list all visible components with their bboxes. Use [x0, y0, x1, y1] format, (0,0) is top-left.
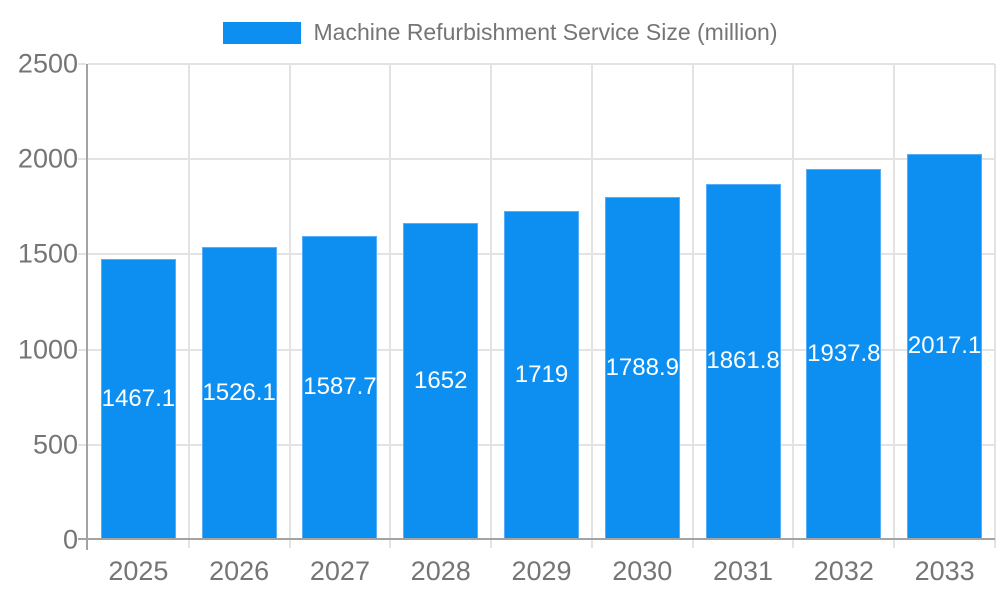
- bar: 1526.1: [201, 247, 277, 538]
- bar: 1861.8: [705, 183, 781, 538]
- bar-value-label: 1788.9: [605, 354, 679, 382]
- y-axis-line: [86, 64, 88, 550]
- y-axis-tick: [78, 158, 86, 161]
- y-tick-label: 1500: [17, 238, 78, 269]
- grid-line-horizontal: [88, 63, 995, 65]
- x-tick-label: 2028: [410, 556, 471, 586]
- grid-line-horizontal: [88, 158, 995, 161]
- x-axis-tick: [590, 540, 593, 548]
- y-tick-label: 0: [62, 524, 78, 555]
- y-tick-label: 2500: [17, 48, 78, 79]
- grid-line-vertical: [893, 64, 896, 540]
- legend-label: Machine Refurbishment Service Size (mill…: [313, 19, 778, 45]
- y-axis-tick: [78, 253, 86, 256]
- bar-value-label: 1467.1: [101, 384, 176, 412]
- bar-value-label: 2017.1: [907, 332, 982, 360]
- bar-value-label: 1937.8: [807, 340, 881, 368]
- bar: 2017.1: [907, 153, 983, 538]
- legend-swatch-icon: [222, 21, 301, 44]
- x-axis-tick: [288, 540, 291, 548]
- x-axis-tick: [893, 540, 896, 548]
- grid-line-vertical: [288, 64, 291, 540]
- bar: 1652: [403, 223, 479, 538]
- y-axis-tick: [78, 63, 86, 65]
- grid-line-vertical: [490, 64, 493, 540]
- bar: 1937.8: [806, 169, 882, 538]
- y-tick-label: 500: [32, 429, 78, 460]
- y-axis-tick: [78, 348, 86, 351]
- grid-line-vertical: [187, 64, 190, 540]
- x-axis-tick: [691, 540, 694, 548]
- y-axis-tick: [78, 443, 86, 446]
- bar-value-label: 1719: [514, 360, 569, 388]
- grid-line-vertical: [691, 64, 694, 540]
- x-tick-label: 2032: [813, 556, 874, 586]
- grid-line-vertical: [994, 64, 996, 540]
- y-tick-label: 2000: [17, 143, 78, 174]
- x-tick-label: 2033: [914, 556, 975, 586]
- x-tick-label: 2031: [713, 556, 774, 586]
- plot-area: 1467.1 1526.1 1587.7 1652 1719 1788.9 1861.8 19…: [88, 63, 996, 540]
- x-axis-tick: [187, 540, 190, 548]
- x-axis-tick: [994, 540, 996, 548]
- y-tick-label: 1000: [17, 334, 78, 365]
- x-axis-tick: [490, 540, 493, 548]
- x-axis-tick: [389, 540, 392, 548]
- bar-value-label: 1652: [414, 367, 468, 395]
- bar: 1467.1: [100, 258, 176, 538]
- x-axis-tick: [792, 540, 795, 548]
- x-tick-label: 2025: [108, 556, 169, 586]
- x-tick-label: 2029: [511, 556, 572, 586]
- x-axis-line: [78, 538, 995, 540]
- grid-line-vertical: [590, 64, 593, 540]
- grid-line-vertical: [792, 64, 795, 540]
- x-tick-label: 2026: [209, 556, 270, 586]
- bar-value-label: 1587.7: [303, 373, 377, 401]
- x-tick-label: 2030: [612, 556, 673, 586]
- bar: 1788.9: [604, 197, 680, 538]
- bar-value-label: 1861.8: [706, 347, 780, 375]
- bar-value-label: 1526.1: [202, 379, 276, 407]
- bar: 1587.7: [302, 235, 378, 538]
- chart-legend[interactable]: Machine Refurbishment Service Size (mill…: [0, 19, 1000, 46]
- x-tick-label: 2027: [309, 556, 370, 586]
- bar: 1719: [504, 210, 579, 538]
- grid-line-vertical: [389, 64, 392, 540]
